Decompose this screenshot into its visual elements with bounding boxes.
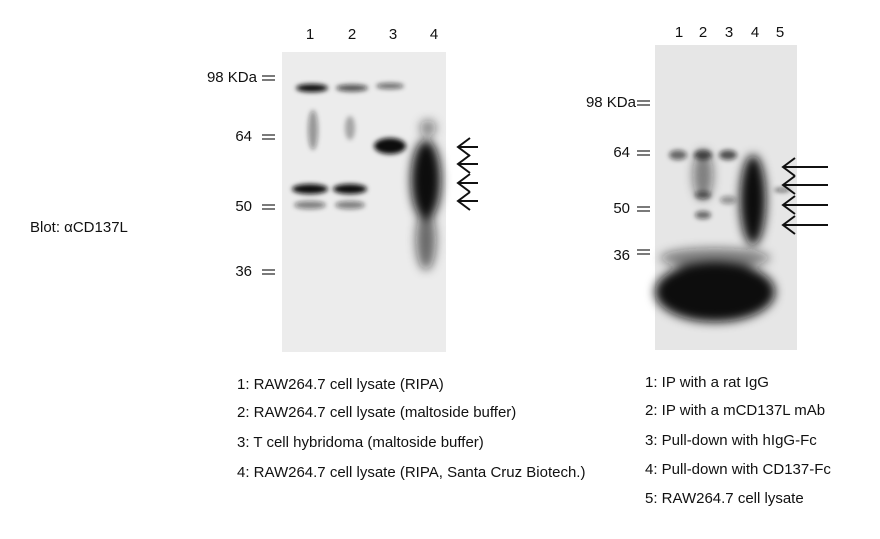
legend-item: 4: RAW264.7 cell lysate (RIPA, Santa Cru…	[237, 464, 585, 481]
lane-number: 3	[725, 24, 733, 41]
legend-item: 3: T cell hybridoma (maltoside buffer)	[237, 434, 484, 451]
left-blot	[282, 52, 446, 352]
legend-item: 2: RAW264.7 cell lysate (maltoside buffe…	[237, 404, 516, 421]
blot-label: Blot: αCD137L	[30, 219, 128, 236]
right-arrows	[781, 157, 828, 235]
lane-number: 5	[776, 24, 784, 41]
legend-item: 3: Pull-down with hIgG-Fc	[645, 432, 817, 449]
legend-item: 5: RAW264.7 cell lysate	[645, 490, 804, 507]
right-marker-dashes	[637, 100, 650, 255]
marker-label: 36	[613, 247, 630, 264]
marker-label: 64	[235, 128, 252, 145]
legend-item: 4: Pull-down with CD137-Fc	[645, 461, 831, 478]
marker-label: 64	[613, 144, 630, 161]
legend-item: 1: RAW264.7 cell lysate (RIPA)	[237, 376, 444, 393]
legend-item: 2: IP with a mCD137L mAb	[645, 402, 825, 419]
right-blot	[655, 45, 797, 350]
lane-number: 2	[348, 26, 356, 43]
lane-number: 4	[751, 24, 759, 41]
lane-number: 2	[699, 24, 707, 41]
lane-number: 3	[389, 26, 397, 43]
marker-label: 98 KDa	[586, 94, 637, 111]
marker-label: 98 KDa	[207, 69, 258, 86]
legend-item: 1: IP with a rat IgG	[645, 374, 769, 391]
left-arrows	[456, 137, 478, 211]
marker-label: 36	[235, 263, 252, 280]
marker-label: 50	[613, 200, 630, 217]
marker-label: 50	[235, 198, 252, 215]
lane-number: 1	[306, 26, 314, 43]
left-marker-dashes	[262, 75, 275, 275]
lane-number: 4	[430, 26, 438, 43]
lane-number: 1	[675, 24, 683, 41]
